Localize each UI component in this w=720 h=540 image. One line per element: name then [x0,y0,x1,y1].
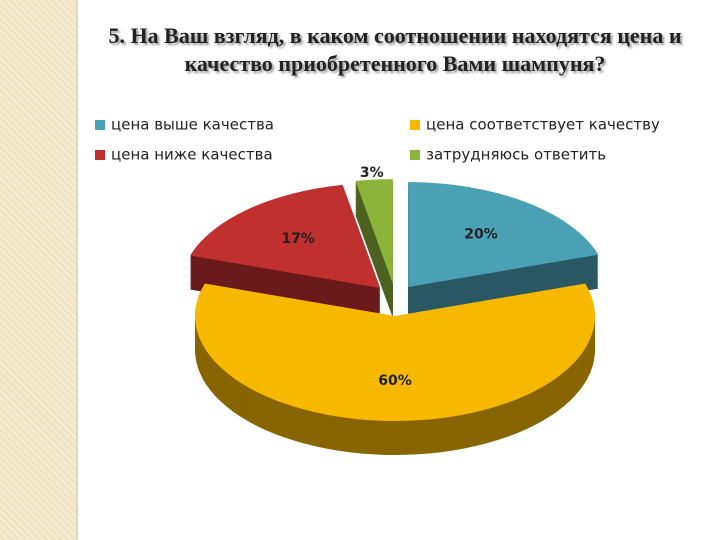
data-label: 3% [360,165,384,181]
data-label: 60% [378,373,412,389]
legend-label: затрудняюсь ответить [426,146,606,164]
chart-title: 5. На Ваш взгляд, в каком соотношении на… [108,23,682,76]
data-label: 20% [464,226,498,242]
data-label: 17% [281,231,315,247]
decor-strip [0,0,78,540]
slice [189,184,381,288]
legend-label: цена соответствует качеству [426,116,660,134]
legend-swatch [95,150,105,160]
slice [408,182,599,288]
legend-swatch [410,120,420,130]
slice-group [194,283,595,456]
legend-swatch [410,150,420,160]
legend-swatch [95,120,105,130]
slice [194,283,595,422]
legend-label: цена ниже качества [111,146,273,164]
slice [355,179,393,285]
legend-label: цена выше качества [111,116,274,134]
slice-group [355,179,393,319]
